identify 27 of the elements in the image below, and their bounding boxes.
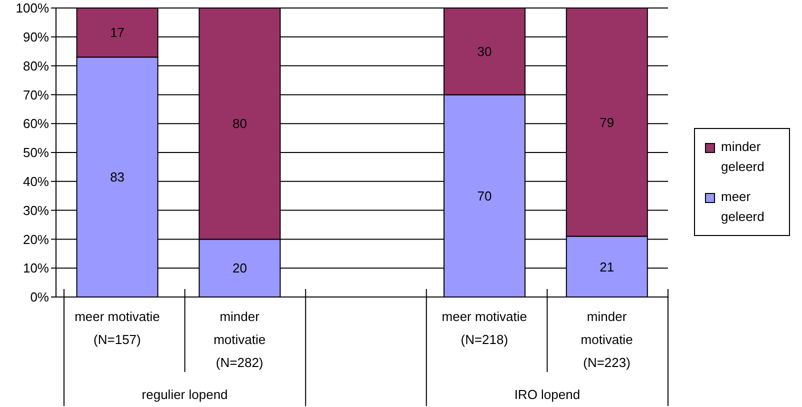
y-tick-label: 50% (22, 145, 50, 160)
legend-label: minder geleerd (721, 138, 765, 176)
y-tick-label: 80% (22, 58, 50, 74)
data-label: 79 (600, 114, 614, 130)
y-tick-label: 70% (22, 87, 50, 102)
data-label: 70 (477, 188, 492, 204)
text: regulier lopend (142, 387, 228, 402)
x-tick-label: meer motivatie (N=218) (442, 309, 528, 347)
data-label: 20 (232, 260, 247, 276)
data-label: 83 (110, 170, 125, 185)
y-tick-label: 90% (22, 30, 50, 45)
y-tick-label: 30% (22, 202, 50, 218)
x-tick-label: meer motivatie (N=157) (74, 309, 160, 347)
y-tick-label: 40% (22, 174, 50, 190)
data-label: 30 (477, 44, 492, 59)
data-label: 17 (110, 25, 125, 40)
text: IRO lopend (514, 387, 580, 402)
legend-label: meer geleerd (721, 188, 765, 226)
y-tick-label: 60% (22, 116, 50, 132)
x-tick-label: minder motivatie (N=282) (214, 309, 266, 370)
y-tick-label: 10% (22, 260, 50, 276)
y-tick-label: 0% (30, 290, 50, 305)
x-tick-label: minder motivatie (N=223) (580, 309, 633, 370)
y-tick-label: 100% (16, 0, 50, 16)
data-label: 21 (600, 259, 614, 274)
data-label: 80 (232, 116, 247, 132)
y-tick-label: 20% (22, 232, 50, 247)
